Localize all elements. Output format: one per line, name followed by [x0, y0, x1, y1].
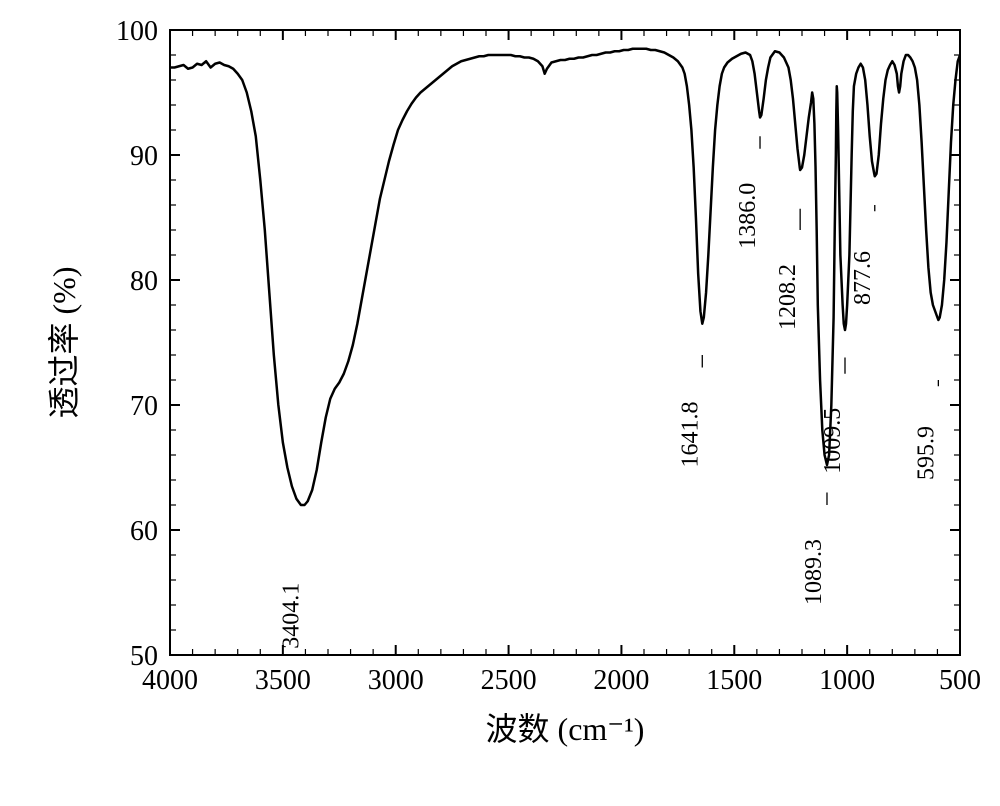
- peak-label: 1386.0: [735, 183, 761, 249]
- peak-label: 3404.1: [279, 583, 305, 649]
- y-tick-label: 70: [130, 391, 158, 422]
- ir-spectrum-chart: 4000350030002500200015001000500506070809…: [0, 0, 1000, 806]
- x-tick-label: 1500: [706, 665, 762, 696]
- y-tick-label: 100: [116, 16, 158, 47]
- peak-label: 1009.5: [820, 408, 846, 474]
- x-axis-label: 波数 (cm⁻¹): [486, 711, 645, 747]
- y-tick-label: 60: [130, 516, 158, 547]
- y-tick-label: 80: [130, 266, 158, 297]
- x-tick-label: 2000: [593, 665, 649, 696]
- plot-frame: [170, 30, 960, 655]
- x-tick-label: 2500: [481, 665, 537, 696]
- peak-label: 1641.8: [677, 402, 703, 468]
- x-tick-label: 500: [939, 665, 981, 696]
- peak-label: 595.9: [913, 426, 939, 480]
- peak-label: 1089.3: [801, 539, 827, 605]
- x-tick-label: 3000: [368, 665, 424, 696]
- y-tick-label: 90: [130, 141, 158, 172]
- y-tick-label: 50: [130, 641, 158, 672]
- peak-label: 1208.2: [775, 264, 801, 330]
- peak-label: 877.6: [850, 251, 876, 305]
- x-tick-label: 1000: [819, 665, 875, 696]
- x-tick-label: 3500: [255, 665, 311, 696]
- y-axis-label: 透过率 (%): [46, 267, 82, 419]
